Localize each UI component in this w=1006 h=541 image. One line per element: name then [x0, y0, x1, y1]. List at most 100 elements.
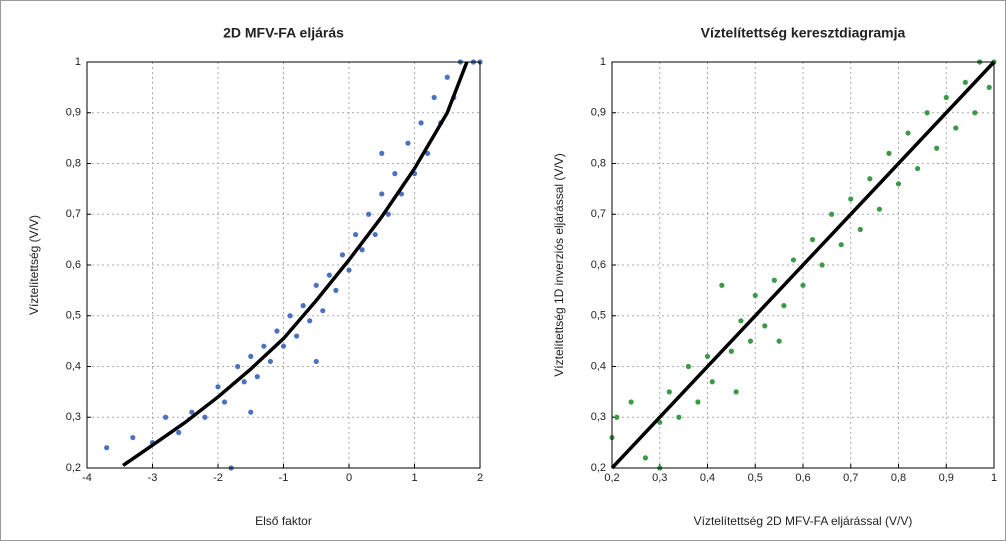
point [695, 399, 701, 405]
point [405, 140, 411, 146]
point [326, 272, 332, 278]
point [719, 282, 725, 288]
y-axis-label: Víztelítettség (V/V) [27, 215, 41, 315]
point [366, 211, 372, 217]
point [886, 150, 892, 156]
x-tick-label: 0,8 [891, 472, 906, 484]
x-axis-label: Víztelítettség 2D MFV-FA eljárással (V/V… [694, 514, 913, 528]
x-tick-label: 0,2 [604, 472, 619, 484]
y-tick-label: 0,5 [591, 310, 606, 322]
y-tick-label: 0,2 [591, 462, 606, 474]
point [728, 348, 734, 354]
y-tick-label: 0,9 [66, 107, 81, 119]
point [895, 181, 902, 187]
point [829, 211, 835, 217]
point [809, 237, 816, 243]
point [339, 252, 346, 258]
x-tick-label: 0,5 [748, 472, 763, 484]
y-tick-label: 0,5 [66, 310, 81, 322]
point [924, 110, 930, 116]
y-tick-label: 1 [75, 56, 81, 68]
point [418, 120, 424, 126]
point [781, 303, 787, 309]
x-tick-label: 0 [346, 472, 352, 484]
point [431, 94, 437, 101]
point [241, 379, 247, 385]
point [379, 150, 385, 156]
point [392, 171, 398, 177]
y-tick-label: 0,7 [591, 208, 606, 220]
point [235, 363, 241, 370]
point [163, 414, 169, 420]
point [294, 333, 300, 339]
x-tick-label: 2 [477, 472, 483, 484]
point [313, 282, 319, 288]
point [642, 455, 649, 461]
y-axis-label: Víztelítettség 1D inverziós eljárással (… [552, 153, 566, 376]
point [986, 84, 992, 90]
point [346, 267, 352, 273]
point [733, 389, 739, 395]
point [130, 434, 136, 441]
point [300, 303, 306, 309]
x-tick-label: -4 [82, 472, 92, 484]
x-tick-label: 1 [991, 472, 997, 484]
point [953, 125, 959, 131]
fit-line [610, 60, 996, 470]
fit-line [122, 61, 469, 467]
y-tick-label: 0,4 [66, 360, 81, 372]
point [274, 328, 280, 334]
y-tick-label: 0,8 [66, 157, 81, 169]
x-tick-label: -2 [213, 472, 223, 484]
point [943, 94, 949, 101]
x-tick-label: 0,9 [939, 472, 954, 484]
point [905, 130, 911, 136]
point [709, 379, 715, 385]
point [385, 211, 391, 217]
axes-box [611, 61, 995, 469]
point [444, 74, 450, 80]
chart-title: 2D MFV-FA eljárás [223, 25, 344, 41]
point [320, 308, 326, 314]
point [771, 277, 777, 283]
point [848, 196, 854, 202]
point [261, 343, 267, 349]
point [752, 292, 758, 299]
point [666, 389, 672, 395]
point [738, 318, 744, 324]
x-tick-label: -1 [279, 472, 289, 484]
point [867, 176, 873, 182]
point [857, 226, 863, 233]
point [628, 399, 634, 405]
point [934, 145, 940, 151]
point [704, 353, 711, 359]
x-tick-label: 1 [411, 472, 417, 484]
point [189, 409, 195, 415]
y-tick-label: 0,6 [591, 259, 606, 271]
point [359, 247, 365, 253]
x-tick-label: -3 [148, 472, 158, 484]
point [202, 414, 208, 420]
point [819, 262, 825, 268]
y-tick-label: 0,7 [66, 208, 81, 220]
point [248, 353, 254, 359]
y-tick-label: 0,8 [591, 157, 606, 169]
point [307, 318, 313, 324]
point [972, 110, 978, 116]
y-tick-label: 0,4 [591, 360, 606, 372]
point [838, 242, 844, 248]
x-tick-label: 0,4 [700, 472, 715, 484]
point [962, 79, 968, 85]
point [379, 191, 385, 197]
point [876, 206, 883, 212]
y-tick-label: 1 [600, 56, 606, 68]
x-axis-label: Első faktor [255, 514, 312, 528]
point [248, 409, 254, 415]
y-tick-label: 0,3 [591, 411, 606, 423]
point [762, 323, 768, 329]
point [614, 414, 620, 420]
point [800, 282, 806, 288]
point [215, 384, 221, 390]
point [915, 165, 921, 172]
